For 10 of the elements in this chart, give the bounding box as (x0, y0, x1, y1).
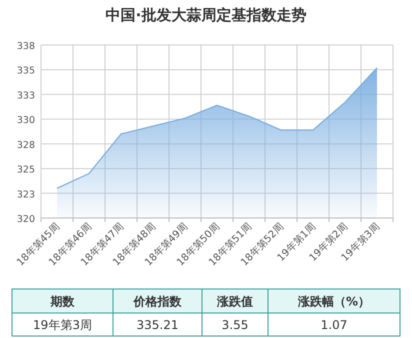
y-tick-label: 320 (16, 214, 35, 225)
y-tick-label: 328 (16, 140, 35, 151)
y-tick-label: 325 (16, 164, 35, 176)
y-tick-label: 323 (16, 189, 35, 200)
y-tick-label: 330 (16, 115, 35, 126)
chart-title: 中国·批发大蒜周定基指数走势 (106, 6, 306, 24)
y-tick-label: 333 (16, 90, 35, 102)
y-tick-label: 338 (16, 41, 35, 52)
table: 期数 价格指数 涨跌值 涨跌幅（%） 19年第3周 335.21 3.55 1.07 (12, 288, 400, 336)
y-tick-label: 335 (16, 66, 35, 77)
